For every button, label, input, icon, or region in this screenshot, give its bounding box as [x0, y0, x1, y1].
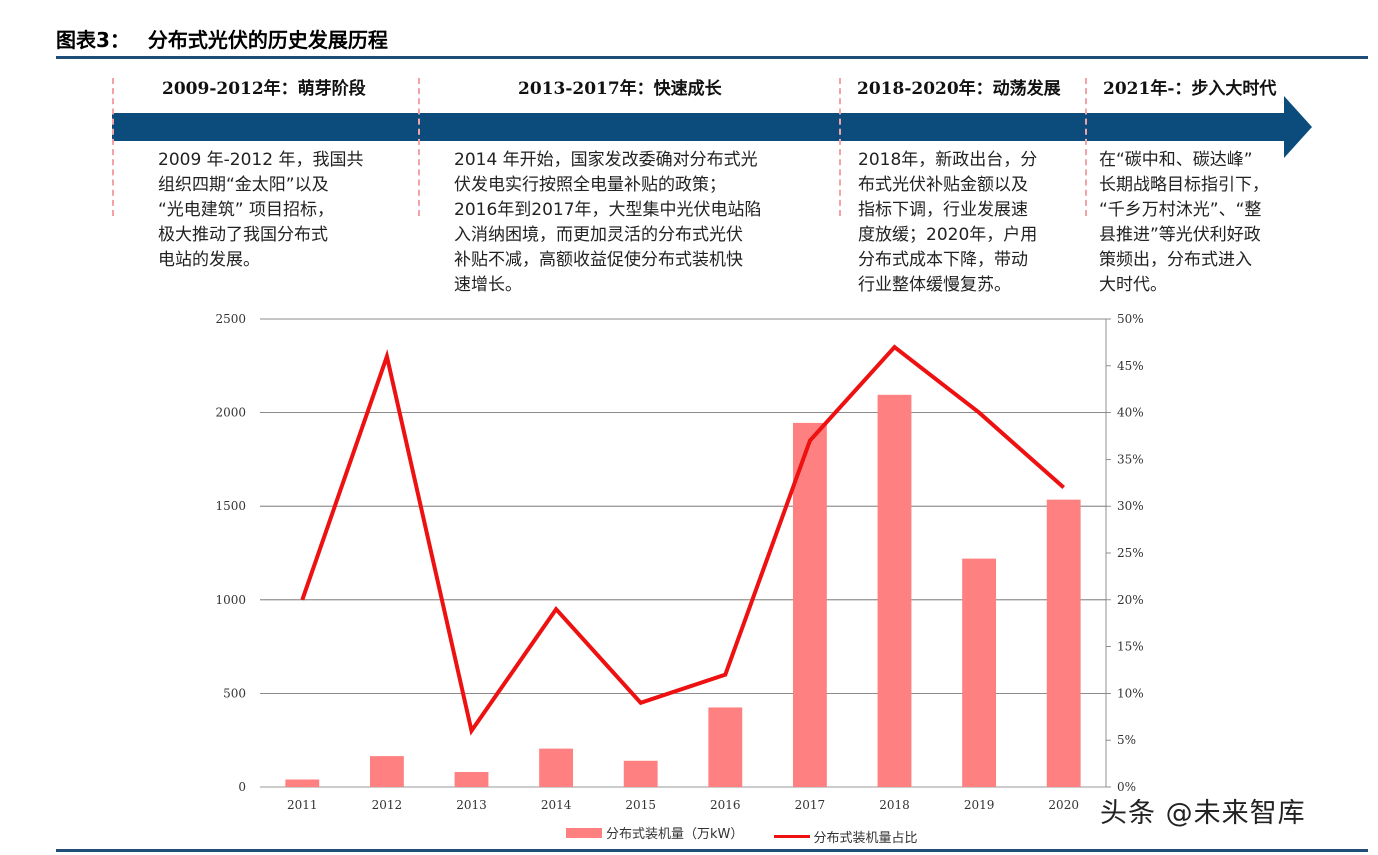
- desc-line: 大时代。: [1099, 275, 1167, 295]
- desc-line: 电站的发展。: [158, 250, 260, 270]
- legend-swatch-line: [773, 834, 810, 838]
- bar: [708, 707, 743, 787]
- desc-line: 指标下调，行业发展速: [858, 200, 1028, 220]
- figure-title: 图表3： 分布式光伏的历史发展历程: [56, 24, 388, 53]
- y2-tick-label: 45%: [1117, 359, 1144, 373]
- right-axis-labels: 0% 5% 10% 15% 20% 25% 30% 35% 40% 45% 50%: [1106, 312, 1144, 794]
- legend-item-bar: 分布式装机量（万kW）: [566, 823, 743, 842]
- y2-tick-label: 50%: [1117, 312, 1144, 326]
- y2-tick-label: 20%: [1117, 593, 1144, 607]
- x-tick-label: 2019: [964, 798, 995, 812]
- desc-line: 速增长。: [454, 275, 522, 295]
- desc-line: 2009 年-2012 年，我国共: [158, 150, 364, 170]
- bar: [623, 760, 658, 787]
- bar: [454, 772, 489, 787]
- desc-line: 补贴不减，高额收益促使分布式装机快: [454, 250, 743, 270]
- x-tick-label: 2015: [625, 798, 656, 812]
- timeline-divider: [1085, 78, 1087, 216]
- y-tick-label: 500: [223, 686, 246, 700]
- desc-line: 度放缓；2020年，户用: [858, 225, 1038, 245]
- top-rule: [56, 56, 1368, 59]
- desc-line: 组织四期“金太阳”以及: [158, 175, 329, 195]
- phase-title: 2009-2012年：萌芽阶段: [162, 79, 366, 99]
- bar: [792, 422, 827, 787]
- desc-line: 行业整体缓慢复苏。: [858, 275, 1011, 295]
- y-tick-label: 2000: [215, 406, 246, 420]
- y2-tick-label: 5%: [1117, 733, 1136, 747]
- y2-tick-label: 30%: [1117, 499, 1144, 513]
- legend-swatch-bar: [566, 827, 602, 838]
- desc-line: 县推进”等光伏利好政: [1099, 225, 1261, 245]
- desc-line: “千乡万村沐光”、“整: [1099, 200, 1262, 220]
- figure-title-text: 分布式光伏的历史发展历程: [147, 28, 388, 52]
- desc-line: 2014 年开始，国家发改委确对分布式光: [454, 150, 758, 170]
- y2-tick-label: 15%: [1117, 640, 1144, 654]
- bottom-rule: [56, 849, 1368, 852]
- x-tick-label: 2013: [456, 798, 487, 812]
- y-tick-label: 0: [238, 780, 246, 794]
- watermark: 头条 @未来智库: [1100, 798, 1306, 829]
- bar: [369, 756, 404, 787]
- y-tick-label: 1000: [215, 593, 246, 607]
- desc-line: 伏发电实行按照全电量补贴的政策；: [454, 175, 726, 195]
- desc-line: “光电建筑” 项目招标，: [158, 200, 335, 220]
- desc-line: 长期战略目标指引下，: [1099, 175, 1269, 195]
- figure-label: 图表3：: [56, 28, 130, 52]
- desc-line: 入消纳困境，而更加灵活的分布式光伏: [454, 225, 743, 245]
- x-tick-label: 2014: [541, 798, 572, 812]
- legend-label: 分布式装机量占比: [813, 830, 918, 846]
- bar: [962, 558, 997, 787]
- timeline-divider: [418, 78, 420, 216]
- desc-line: 在“碳中和、碳达峰”: [1099, 150, 1253, 170]
- x-tick-label: 2017: [795, 798, 826, 812]
- timeline-arrow: [112, 96, 1312, 158]
- chart-legend: 分布式装机量（万kW） 分布式装机量占比: [566, 823, 944, 846]
- x-tick-label: 2016: [710, 798, 741, 812]
- phase-description: 2014 年开始，国家发改委确对分布式光 伏发电实行按照全电量补贴的政策； 20…: [454, 148, 824, 298]
- timeline-divider: [839, 78, 841, 216]
- y2-tick-label: 0%: [1117, 780, 1136, 794]
- y-tick-label: 2500: [215, 312, 246, 326]
- x-axis-labels: 2011 2012 2013 2014 2015 2016 2017 2018 2019 2020: [287, 798, 1079, 812]
- phase-description: 在“碳中和、碳达峰” 长期战略目标指引下， “千乡万村沐光”、“整 县推进”等光…: [1099, 148, 1309, 298]
- y-tick-label: 1500: [215, 499, 246, 513]
- x-tick-label: 2011: [287, 798, 318, 812]
- y2-tick-label: 25%: [1117, 546, 1144, 560]
- x-tick-label: 2018: [879, 798, 910, 812]
- bar: [1046, 499, 1081, 787]
- bar: [285, 779, 320, 787]
- desc-line: 分布式成本下降，带动: [858, 250, 1028, 270]
- timeline-divider: [112, 78, 114, 216]
- legend-label: 分布式装机量（万kW）: [606, 827, 744, 842]
- desc-line: 极大推动了我国分布式: [158, 225, 328, 245]
- desc-line: 2016年到2017年，大型集中光伏电站陷: [454, 200, 762, 220]
- phase-title: 2018-2020年：动荡发展: [857, 79, 1061, 99]
- phase-description: 2018年，新政出台，分 布式光伏补贴金额以及 指标下调，行业发展速 度放缓；2…: [858, 148, 1078, 298]
- bar-series: [285, 394, 1081, 787]
- legend-item-line: 分布式装机量占比: [773, 827, 918, 846]
- line-series-path: [300, 344, 1066, 736]
- bar: [539, 748, 574, 787]
- desc-line: 2018年，新政出台，分: [858, 150, 1038, 170]
- timeline-arrow-shape: [112, 96, 1312, 158]
- line-series: [300, 344, 1066, 736]
- y2-tick-label: 10%: [1117, 686, 1144, 700]
- y2-tick-label: 40%: [1117, 406, 1144, 420]
- desc-line: 布式光伏补贴金额以及: [858, 175, 1028, 195]
- bar: [877, 394, 912, 787]
- desc-line: 策频出，分布式进入: [1099, 250, 1252, 270]
- phase-description: 2009 年-2012 年，我国共 组织四期“金太阳”以及 “光电建筑” 项目招…: [158, 148, 398, 273]
- phase-title: 2021年-：步入大时代: [1103, 79, 1277, 99]
- left-axis-labels: 0 500 1000 1500 2000 2500: [215, 312, 246, 794]
- phase-title: 2013-2017年：快速成长: [518, 79, 722, 99]
- x-tick-label: 2020: [1048, 798, 1079, 812]
- x-tick-label: 2012: [372, 798, 403, 812]
- y2-tick-label: 35%: [1117, 452, 1144, 466]
